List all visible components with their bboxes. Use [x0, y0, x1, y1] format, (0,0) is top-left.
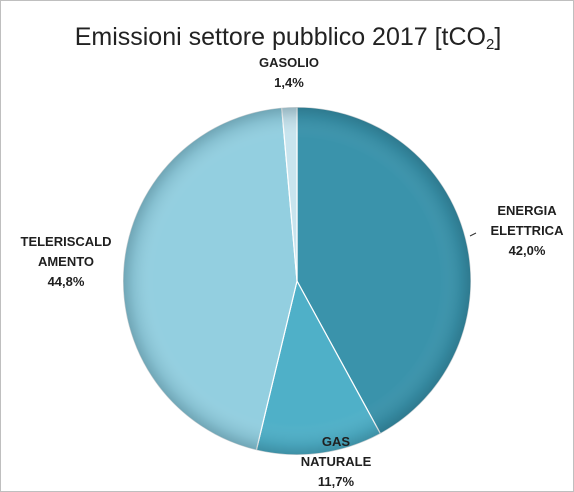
data-label-category: AMENTO: [38, 254, 94, 269]
chart-title-subscript: 2: [486, 36, 495, 53]
data-label-category: GAS: [322, 434, 351, 449]
data-label-category: TELERISCALD: [21, 234, 112, 249]
data-label-teleriscaldamento: TELERISCALD AMENTO 44,8%: [21, 234, 112, 289]
data-label-gas-naturale: GAS NATURALE 11,7%: [301, 434, 372, 489]
chart-title: Emissioni settore pubblico 2017 [tCO2]: [1, 23, 574, 53]
leader-lines: [469, 232, 477, 237]
data-label-value: 1,4%: [274, 75, 304, 90]
data-label-gasolio: GASOLIO 1,4%: [259, 55, 319, 90]
chart-title-close: ]: [494, 23, 502, 51]
leader-line-energia-elettrica: [469, 232, 477, 237]
data-labels: ENERGIA ELETTRICA 42,0% GAS NATURALE 11,7% TEL…: [21, 55, 565, 489]
data-label-category: ELETTRICA: [491, 223, 565, 238]
data-label-energia-elettrica: ENERGIA ELETTRICA 42,0%: [491, 203, 565, 258]
data-label-category: GASOLIO: [259, 55, 319, 70]
data-label-category: ENERGIA: [497, 203, 557, 218]
pie-slices: [122, 106, 472, 456]
data-label-value: 44,8%: [48, 274, 85, 289]
chart-title-main: Emissioni settore pubblico 2017 [tCO: [74, 23, 487, 51]
data-label-value: 11,7%: [318, 474, 355, 489]
data-label-value: 42,0%: [509, 243, 546, 258]
data-label-category: NATURALE: [301, 454, 372, 469]
